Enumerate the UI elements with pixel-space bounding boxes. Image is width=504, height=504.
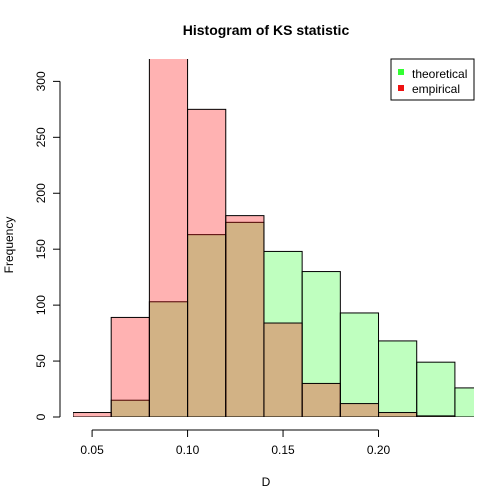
bar-theoretical-1: [148, 301, 189, 417]
bar-theoretical-8: [416, 361, 456, 417]
bar-empirical-6: [301, 382, 341, 417]
y-tick-label: 300: [34, 71, 48, 91]
legend-swatch-theoretical: [398, 69, 404, 75]
bar-empirical-0: [73, 412, 112, 417]
y-axis-label: Frequency: [2, 217, 16, 274]
bar-empirical-2: [148, 59, 189, 417]
bar-empirical-5: [263, 322, 303, 417]
chart-title: Histogram of KS statistic: [183, 22, 350, 38]
x-axis-label: D: [262, 475, 271, 489]
y-tick-label: 250: [34, 127, 48, 147]
y-tick-label: 100: [34, 295, 48, 315]
x-tick-label: 0.05: [80, 443, 104, 457]
x-tick-label: 0.15: [271, 443, 295, 457]
bar-empirical-4: [225, 215, 265, 417]
bar-theoretical-5: [301, 271, 341, 417]
bar-theoretical-3: [225, 221, 265, 417]
x-tick-label: 0.10: [176, 443, 200, 457]
y-tick-label: 150: [34, 239, 48, 259]
bar-theoretical-9: [454, 387, 474, 417]
bars-group: [73, 59, 474, 417]
y-tick-label: 200: [34, 183, 48, 203]
y-tick-label: 0: [34, 413, 48, 420]
legend-label-empirical: empirical: [412, 82, 460, 96]
bar-empirical-9: [416, 415, 456, 417]
bar-empirical-7: [339, 403, 380, 417]
x-axis: 0.05 0.10 0.15 0.20: [80, 429, 391, 457]
y-tick-label: 50: [34, 354, 48, 368]
legend-label-theoretical: theoretical: [412, 67, 467, 81]
bar-theoretical-7: [378, 340, 418, 417]
y-axis: 0 50 100 150 200 250 300: [34, 71, 61, 420]
legend-box: [390, 58, 475, 101]
x-tick-label: 0.20: [367, 443, 391, 457]
bar-empirical-3: [187, 108, 227, 417]
bar-empirical-8: [378, 412, 418, 417]
legend-swatch-empirical: [398, 85, 404, 91]
bar-empirical-1: [110, 316, 150, 417]
bar-theoretical-6: [339, 312, 380, 417]
legend: theoretical empirical: [390, 58, 475, 101]
